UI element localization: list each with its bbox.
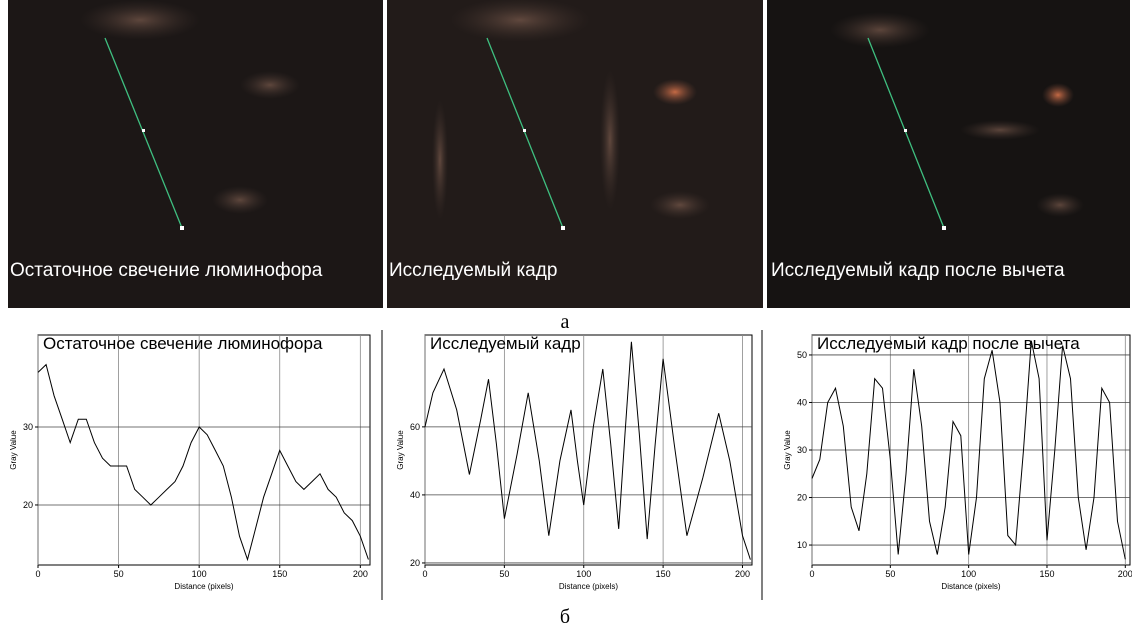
x-tick-label: 100 (576, 569, 591, 579)
image-label: Исследуемый кадр (389, 260, 557, 281)
image-label: Остаточное свечение люминофора (10, 260, 323, 281)
image-panels: Остаточное свечение люминофора Исследуем… (8, 0, 1130, 308)
x-tick-label: 100 (192, 569, 207, 579)
x-tick-label: 200 (353, 569, 368, 579)
x-axis-label: Distance (pixels) (941, 582, 1000, 591)
image-label: Исследуемый кадр после вычета (771, 260, 1065, 281)
x-tick-label: 0 (422, 569, 427, 579)
chart-title: Остаточное свечение люминофора (43, 334, 323, 353)
x-tick-label: 150 (272, 569, 287, 579)
x-tick-label: 150 (656, 569, 671, 579)
x-tick-label: 150 (1039, 569, 1054, 579)
x-tick-label: 0 (809, 569, 814, 579)
y-tick-label: 30 (23, 422, 33, 432)
y-tick-label: 60 (410, 422, 420, 432)
x-tick-label: 0 (35, 569, 40, 579)
x-tick-label: 50 (114, 569, 124, 579)
y-tick-label: 20 (410, 558, 420, 568)
y-tick-label: 20 (797, 493, 807, 503)
y-tick-label: 40 (797, 397, 807, 407)
x-axis-label: Distance (pixels) (559, 582, 618, 591)
caption: а (561, 311, 570, 333)
y-tick-label: 50 (797, 350, 807, 360)
x-tick-label: 200 (1118, 569, 1132, 579)
y-tick-label: 20 (23, 500, 33, 510)
x-tick-label: 200 (735, 569, 750, 579)
x-tick-label: 50 (499, 569, 509, 579)
y-axis-label: Gray Value (783, 430, 792, 470)
figure: Остаточное свечение люминофора Исследуем… (0, 0, 1132, 630)
x-tick-label: 100 (961, 569, 976, 579)
chart-title: Исследуемый кадр (430, 334, 581, 353)
y-tick-label: 10 (797, 540, 807, 550)
x-tick-label: 50 (885, 569, 895, 579)
y-tick-label: 40 (410, 490, 420, 500)
plot-area (38, 335, 370, 565)
caption: б (560, 606, 570, 628)
x-axis-label: Distance (pixels) (174, 582, 233, 591)
y-axis-label: Gray Value (9, 430, 18, 470)
y-axis-label: Gray Value (396, 430, 405, 470)
y-tick-label: 30 (797, 445, 807, 455)
chart-title: Исследуемый кадр после вычета (817, 334, 1080, 353)
